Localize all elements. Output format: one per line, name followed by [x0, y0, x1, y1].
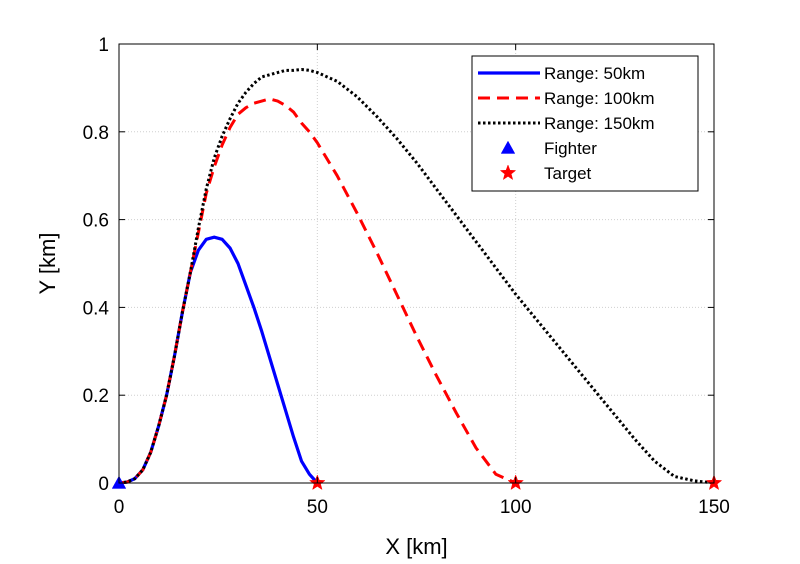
legend-target-marker	[499, 164, 517, 181]
y-tick-label: 0.8	[83, 123, 109, 144]
legend-label: Target	[544, 164, 592, 183]
legend-label: Range: 150km	[544, 114, 655, 133]
legend-label: Range: 100km	[544, 89, 655, 108]
y-axis-label: Y [km]	[35, 233, 60, 295]
x-tick-label: 150	[698, 497, 730, 518]
legend: Range: 50km Range: 100km Range: 150km Fight…	[471, 55, 699, 192]
legend-label: Fighter	[544, 139, 597, 158]
x-tick-label: 50	[307, 497, 328, 518]
series-line-3	[118, 67, 715, 485]
y-tick-label: 0	[98, 474, 109, 495]
y-tick-label: 0.6	[83, 211, 109, 232]
legend-fighter-marker	[500, 140, 516, 154]
ticks: 0 50 100 150 0 0.2 0.4 0.6 0.8 1	[83, 35, 730, 518]
y-tick-label: 0.4	[83, 298, 110, 319]
x-tick-label: 0	[114, 497, 125, 518]
x-axis-label: X [km]	[385, 534, 447, 559]
axes-box	[118, 43, 715, 484]
y-tick-label: 1	[98, 35, 109, 56]
y-tick-label: 0.2	[83, 386, 109, 407]
grid	[119, 44, 714, 483]
legend-label: Range: 50km	[544, 64, 645, 83]
x-tick-label: 100	[500, 497, 532, 518]
series-layer	[118, 67, 715, 485]
